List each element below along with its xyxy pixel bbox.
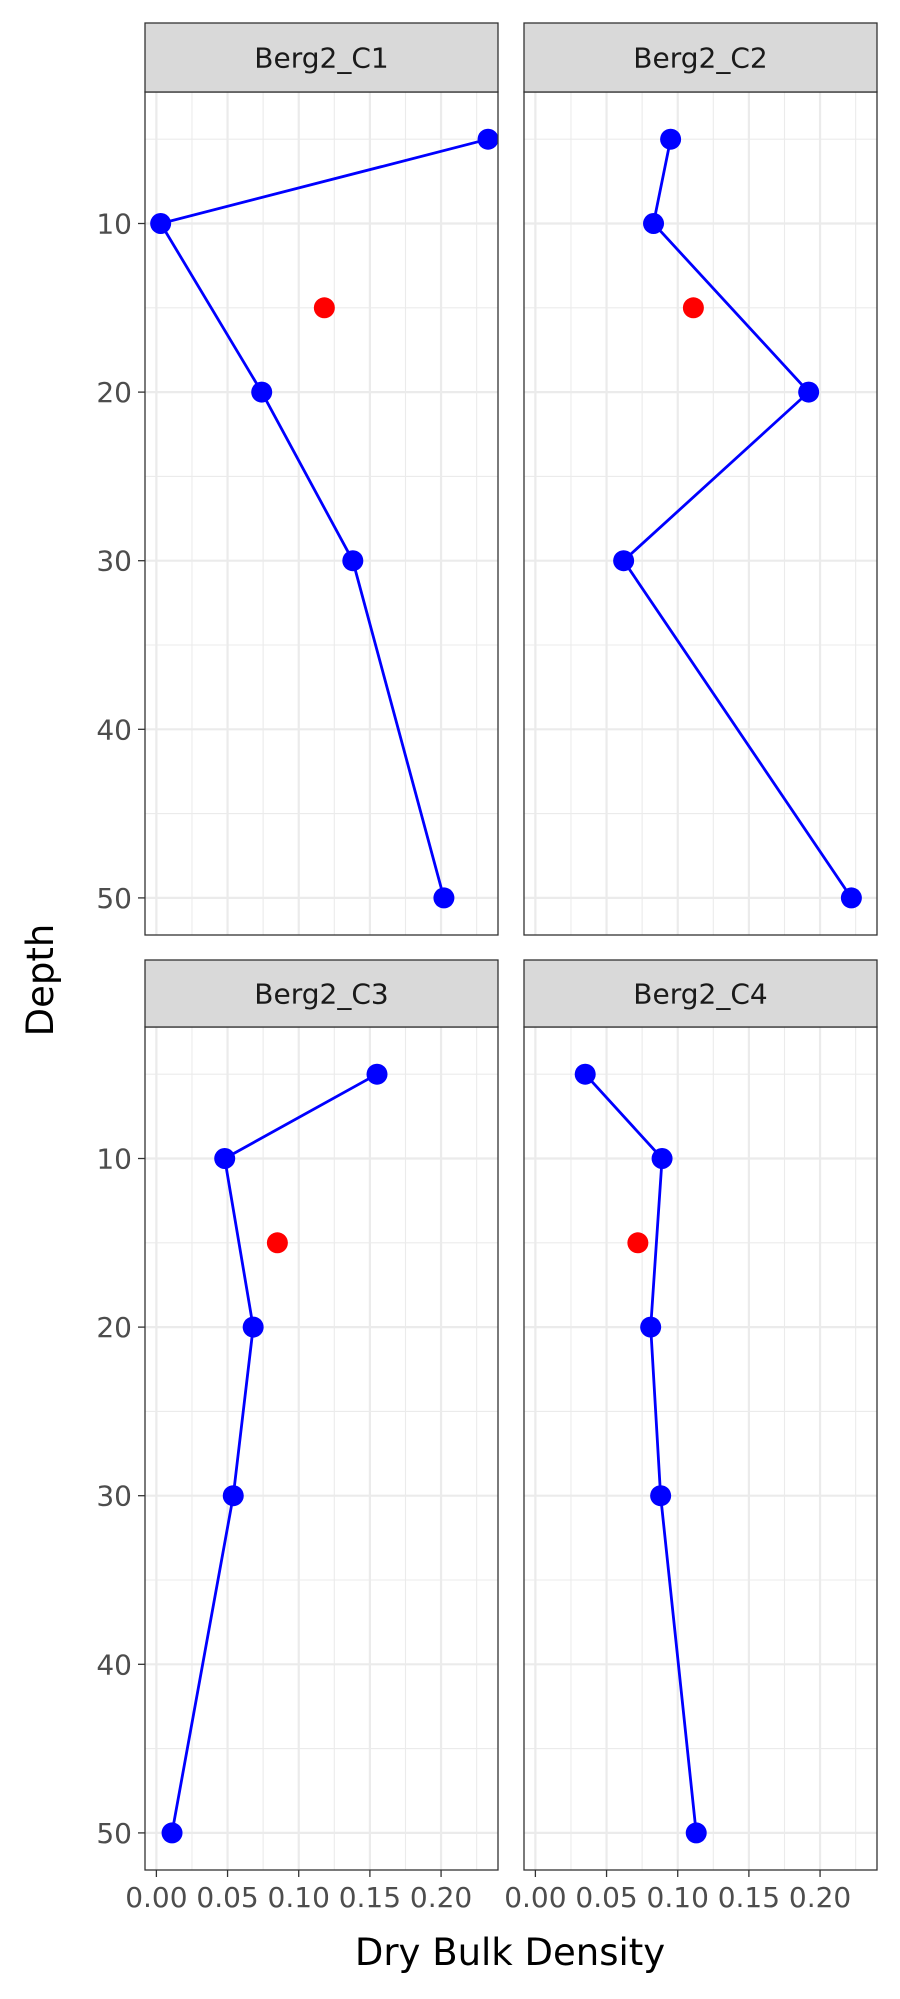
x-tick-label: 0.00	[125, 1881, 187, 1914]
facet-strip-label: Berg2_C1	[254, 42, 388, 75]
panel-border	[144, 91, 499, 936]
facet-strip-label: Berg2_C2	[633, 42, 767, 75]
data-point	[651, 1148, 673, 1170]
x-tick-label: 0.00	[504, 1881, 566, 1914]
facet-strip	[144, 22, 499, 93]
y-tick-label: 10	[96, 1143, 132, 1176]
data-point	[477, 128, 499, 150]
panel-border	[523, 91, 878, 936]
facet-strip	[144, 959, 499, 1028]
x-tick-label: 0.10	[268, 1881, 330, 1914]
y-tick-label: 20	[96, 1311, 132, 1344]
data-point	[251, 381, 273, 403]
series-line	[158, 137, 489, 899]
x-tick-label: 0.15	[339, 1881, 401, 1914]
highlight-point	[266, 1232, 288, 1254]
data-point	[366, 1063, 388, 1085]
facet-strip	[523, 22, 878, 93]
y-tick-label: 20	[96, 376, 132, 409]
highlight-point	[313, 297, 335, 319]
y-tick-label: 40	[96, 713, 132, 746]
series-line	[170, 1072, 378, 1834]
data-point	[574, 1063, 596, 1085]
y-tick-label: 50	[96, 882, 132, 915]
highlight-point	[627, 1232, 649, 1254]
data-point	[161, 1822, 183, 1844]
panel-border	[144, 1026, 499, 1871]
x-tick-label: 0.15	[718, 1881, 780, 1914]
data-point	[242, 1316, 264, 1338]
series-line	[584, 1073, 698, 1834]
x-tick-label: 0.20	[789, 1881, 851, 1914]
data-point	[660, 128, 682, 150]
y-tick-label: 50	[96, 1817, 132, 1850]
data-point	[222, 1485, 244, 1507]
facet-strip	[523, 959, 878, 1028]
facet-strip-label: Berg2_C3	[254, 978, 388, 1011]
data-point	[840, 887, 862, 909]
highlight-point	[682, 297, 704, 319]
x-axis-title: Dry Bulk Density	[355, 1931, 665, 1974]
series-line	[621, 138, 853, 899]
facet-strip-label: Berg2_C4	[633, 978, 767, 1011]
data-point	[685, 1822, 707, 1844]
data-point	[433, 887, 455, 909]
y-tick-label: 30	[96, 545, 132, 578]
x-tick-label: 0.05	[575, 1881, 637, 1914]
x-tick-label: 0.10	[647, 1881, 709, 1914]
x-tick-label: 0.20	[410, 1881, 472, 1914]
y-tick-label: 40	[96, 1648, 132, 1681]
data-point	[342, 550, 364, 572]
y-tick-label: 30	[96, 1480, 132, 1513]
data-point	[214, 1148, 236, 1170]
y-tick-label: 10	[96, 208, 132, 241]
x-tick-label: 0.05	[196, 1881, 258, 1914]
y-axis-title: Depth	[19, 924, 62, 1037]
data-point	[613, 550, 635, 572]
data-point	[643, 213, 665, 235]
data-point	[798, 381, 820, 403]
data-point	[650, 1485, 672, 1507]
panel-border	[523, 1026, 878, 1871]
data-point	[150, 213, 172, 235]
data-point	[640, 1316, 662, 1338]
